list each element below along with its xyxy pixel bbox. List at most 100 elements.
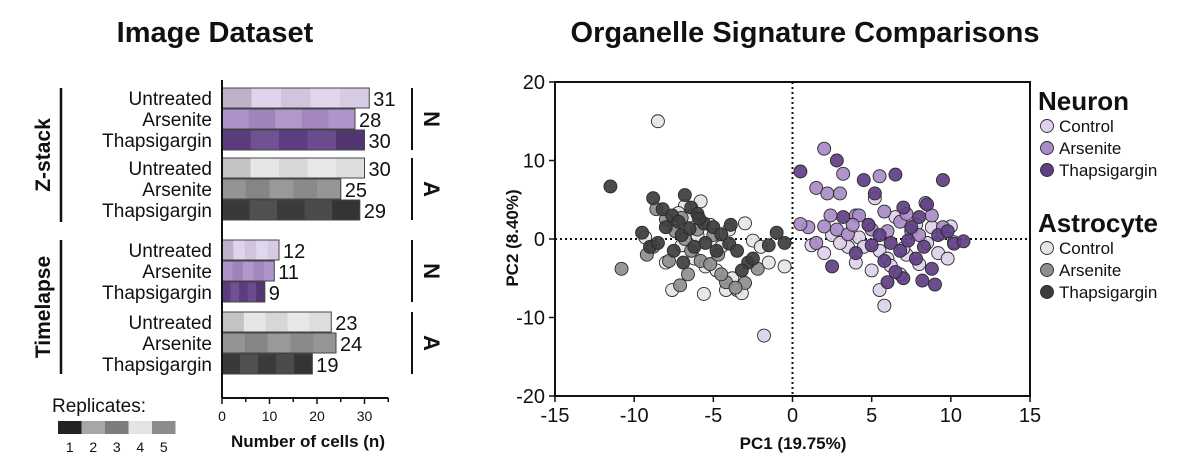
scatter-point	[817, 246, 832, 261]
bar-value-label: 29	[364, 201, 386, 223]
scatter-point	[761, 238, 776, 253]
bar-x-tick-label: 0	[218, 408, 226, 424]
scatter-point	[692, 211, 707, 226]
replicate-swatch	[81, 421, 105, 434]
scatter-point	[761, 255, 776, 270]
scatter-point	[856, 173, 871, 188]
bar-replicate-segment	[250, 130, 280, 150]
bar-replicate-segment	[336, 158, 365, 178]
scatter-point	[682, 221, 697, 236]
legend-group-title: Astrocyte	[1038, 208, 1158, 238]
bar-category-label: Arsenite	[142, 262, 212, 283]
bar-replicate-segment	[310, 88, 341, 108]
scatter-point	[935, 173, 950, 188]
bar-replicate-segment	[256, 282, 266, 302]
replicate-swatch-label: 4	[136, 439, 144, 455]
scatter-legend: NeuronControlArseniteThapsigarginAstrocy…	[1038, 86, 1158, 302]
scatter-point	[920, 197, 935, 212]
scatter-x-tick-label: 0	[787, 405, 798, 427]
group-label: Timelapse	[32, 256, 55, 358]
scatter-point	[738, 216, 752, 231]
bar-replicate-segment	[222, 88, 252, 108]
scatter-y-tick-label: -20	[516, 386, 545, 408]
scatter-point	[730, 243, 745, 258]
replicate-swatch	[58, 421, 82, 434]
scatter-point	[817, 141, 832, 156]
scatter-chart-panel: -15 -10 -5 0 5 10 15 -20 -10 0 10 20	[516, 72, 1041, 427]
scatter-point	[901, 233, 916, 248]
bar-category-label: Untreated	[129, 313, 212, 334]
replicate-swatch	[105, 421, 129, 434]
scatter-point	[603, 179, 618, 194]
legend-entry-label: Control	[1059, 239, 1114, 258]
bar-x-tick-label: 10	[262, 408, 278, 424]
scatter-point	[940, 224, 955, 239]
scatter-point	[940, 251, 955, 266]
scatter-point	[888, 167, 903, 182]
bar-value-label: 30	[369, 159, 391, 181]
scatter-point	[845, 217, 860, 232]
scatter-point	[614, 261, 629, 276]
bar-replicate-segment	[307, 158, 337, 178]
bar-category-label: Thapsigargin	[102, 283, 212, 304]
scatter-point	[836, 210, 851, 224]
legend-entry-label: Arsenite	[1059, 261, 1121, 280]
scatter-y-axis-label: PC2 (8.40%)	[503, 189, 522, 286]
bar-replicate-segment	[243, 312, 267, 332]
legend-group-title: Neuron	[1038, 86, 1129, 116]
scatter-point	[681, 267, 695, 282]
bar-category-label: Arsenite	[142, 180, 212, 201]
scatter-point	[872, 228, 887, 243]
bar-replicate-segment	[244, 240, 257, 260]
scatter-point	[769, 225, 784, 240]
bar-category-label: Thapsigargin	[102, 201, 212, 222]
scatter-point	[745, 251, 760, 266]
scatter-x-tick-label: -10	[620, 405, 649, 427]
bar-replicate-segment	[279, 130, 308, 150]
bar-replicate-segment	[301, 109, 329, 129]
bar-replicate-segment	[280, 88, 311, 108]
scatter-point	[880, 275, 895, 290]
scatter-point	[676, 255, 691, 270]
scatter-point	[793, 217, 808, 232]
bar-chart-title: Image Dataset	[117, 17, 314, 49]
bar-category-label: Untreated	[129, 241, 212, 262]
scatter-point	[635, 225, 650, 240]
scatter-point	[915, 273, 930, 288]
legend-marker	[1040, 119, 1054, 133]
bar-category-label: Thapsigargin	[102, 131, 212, 152]
bar-replicate-segment	[239, 282, 249, 302]
bar-value-label: 24	[340, 334, 362, 356]
bar-replicate-segment	[250, 158, 280, 178]
scatter-point	[809, 235, 824, 250]
bar-replicate-segment	[313, 333, 337, 353]
legend-marker	[1040, 285, 1054, 299]
scatter-point	[928, 277, 942, 292]
bar-replicate-segment	[222, 312, 245, 332]
bar-replicate-segment	[276, 354, 295, 374]
legend-marker	[1040, 241, 1054, 255]
bar-replicate-segment	[332, 200, 361, 220]
scatter-point	[698, 235, 713, 250]
scatter-point	[709, 243, 724, 258]
bar-x-axis-label: Number of cells (n)	[231, 432, 385, 451]
scatter-point	[912, 210, 927, 224]
scatter-point	[703, 257, 718, 272]
scatter-x-tick-label: 10	[940, 405, 962, 427]
scatter-x-tick-label: -15	[541, 405, 570, 427]
bar-replicate-segment	[317, 179, 342, 199]
bar-replicate-segment	[222, 130, 251, 150]
bar-replicate-segment	[242, 261, 254, 281]
bar-replicate-segment	[222, 240, 234, 260]
bar-replicate-segment	[277, 200, 306, 220]
cell-type-tag: N	[419, 263, 444, 279]
bar-value-label: 25	[345, 180, 367, 202]
bar-replicate-segment	[253, 261, 265, 281]
cell-type-tag: N	[419, 111, 444, 127]
scatter-point	[888, 265, 903, 279]
scatter-point	[904, 220, 919, 235]
bar-replicate-segment	[245, 179, 270, 199]
bar-replicate-segment	[279, 158, 308, 178]
